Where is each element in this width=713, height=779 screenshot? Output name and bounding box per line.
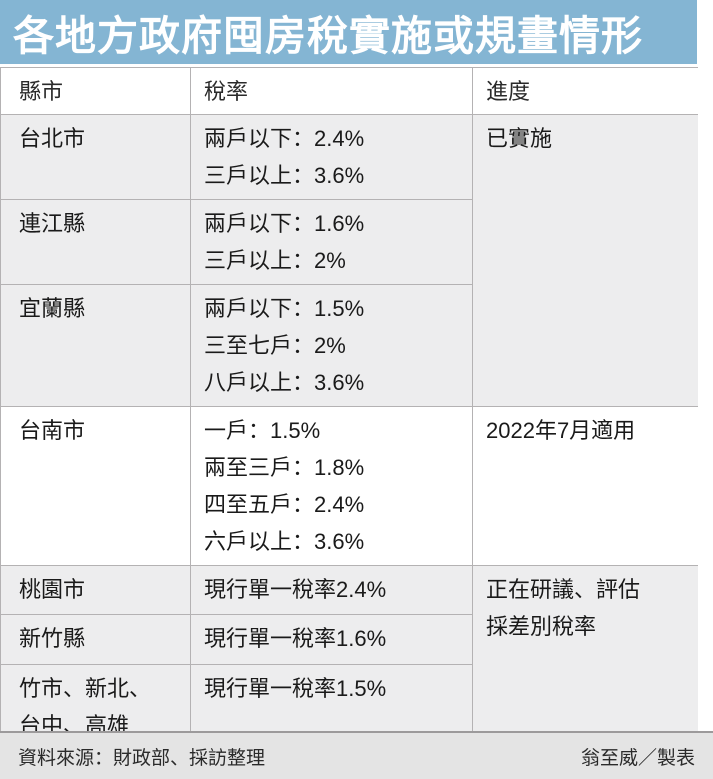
header-rate: 稅率 bbox=[190, 67, 473, 115]
rate-cell: 一戶：1.5% 兩至三戶：1.8% 四至五戶：2.4% 六戶以上：3.6% bbox=[190, 406, 473, 566]
progress-cell-under-evaluation: 正在研議、評估 採差別稅率 bbox=[472, 565, 698, 750]
header-city: 縣市 bbox=[0, 67, 191, 115]
title-bar: 各地方政府囤房稅實施或規畫情形 bbox=[0, 0, 697, 64]
table-row-lienchiang: 連江縣 兩戶以下：1.6% 三戶以上：2% bbox=[0, 199, 698, 285]
city-cell: 台南市 bbox=[0, 406, 191, 566]
table-row-taoyuan: 桃園市 現行單一稅率2.4% 正在研議、評估 採差別稅率 bbox=[0, 565, 698, 750]
rate-cell: 兩戶以下：1.5% 三至七戶：2% 八戶以上：3.6% bbox=[190, 284, 473, 407]
footer: 資料來源：財政部、採訪整理 翁至威／製表 bbox=[0, 731, 713, 779]
source-note: 資料來源：財政部、採訪整理 bbox=[18, 747, 266, 769]
header-row: 縣市 稅率 進度 bbox=[0, 67, 698, 115]
city-cell: 連江縣 bbox=[0, 199, 191, 285]
progress-cell-july-2022: 2022年7月適用 bbox=[472, 406, 698, 566]
city-cell: 台北市 bbox=[0, 114, 191, 200]
progress-cell-implemented: 已實施 bbox=[472, 114, 698, 407]
city-cell: 桃園市 bbox=[0, 565, 191, 615]
rate-cell: 兩戶以下：1.6% 三戶以上：2% bbox=[190, 199, 473, 285]
credit-note: 翁至威／製表 bbox=[580, 747, 695, 769]
table-row-taipei: 台北市 兩戶以下：2.4% 三戶以上：3.6% 已實施 bbox=[0, 114, 698, 407]
rate-cell: 現行單一稅率1.6% bbox=[190, 614, 473, 665]
tax-table: 縣市 稅率 進度 台北市 兩戶以下：2.4% 三戶以上：3.6% 已實施 連江縣… bbox=[0, 67, 698, 750]
city-cell: 新竹縣 bbox=[0, 614, 191, 665]
table-row-hsinchu-county: 新竹縣 現行單一稅率1.6% bbox=[0, 614, 698, 665]
rate-cell: 現行單一稅率2.4% bbox=[190, 565, 473, 615]
city-cell: 宜蘭縣 bbox=[0, 284, 191, 407]
header-progress: 進度 bbox=[472, 67, 698, 115]
rate-cell: 兩戶以下：2.4% 三戶以上：3.6% bbox=[190, 114, 473, 200]
table-row-tainan: 台南市 一戶：1.5% 兩至三戶：1.8% 四至五戶：2.4% 六戶以上：3.6… bbox=[0, 406, 698, 566]
page-title: 各地方政府囤房稅實施或規畫情形 bbox=[13, 13, 643, 59]
